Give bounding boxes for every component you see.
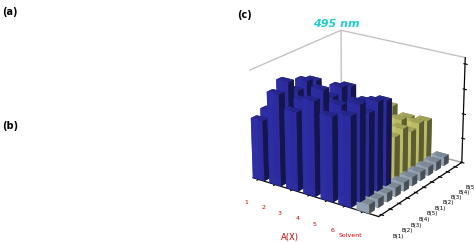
Text: (b): (b) bbox=[2, 121, 18, 131]
Text: (c): (c) bbox=[237, 10, 252, 20]
Text: 495 nm: 495 nm bbox=[313, 19, 360, 29]
X-axis label: A(X): A(X) bbox=[282, 233, 300, 242]
Text: (a): (a) bbox=[2, 7, 18, 17]
